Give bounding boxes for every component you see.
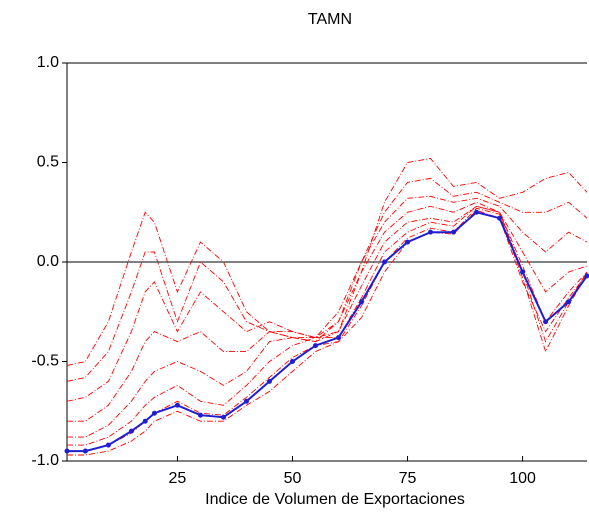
point — [474, 209, 480, 215]
point — [428, 229, 434, 235]
x-tick-label: 75 — [399, 470, 417, 487]
point — [382, 259, 388, 265]
y-tick-label: -1.0 — [31, 452, 59, 469]
point — [243, 398, 249, 404]
x-tick-label: 50 — [284, 470, 302, 487]
x-tick-label: 100 — [509, 470, 536, 487]
point — [82, 448, 88, 454]
point — [497, 215, 503, 221]
x-tick-label: 25 — [169, 470, 187, 487]
point — [312, 343, 318, 349]
series-line — [67, 211, 588, 453]
series-line — [67, 201, 588, 422]
y-tick-label: -0.5 — [31, 353, 59, 370]
point — [336, 335, 342, 341]
point — [405, 239, 411, 245]
point — [174, 402, 180, 408]
point — [543, 319, 549, 325]
y-tick-label: 0.0 — [37, 253, 59, 270]
series-line — [67, 205, 588, 438]
chart-title: TAMN — [308, 11, 352, 28]
point — [142, 418, 148, 424]
point — [128, 428, 134, 434]
point — [566, 299, 572, 305]
point — [64, 448, 70, 454]
point — [584, 273, 589, 279]
series-line — [66, 195, 588, 402]
y-tick-label: 1.0 — [37, 54, 59, 71]
y-tick-label: 0.5 — [37, 154, 59, 171]
x-axis-label: Indice de Volumen de Exportaciones — [205, 491, 465, 508]
point — [451, 229, 457, 235]
point — [266, 378, 272, 384]
point — [105, 442, 111, 448]
point — [197, 412, 203, 418]
point — [359, 299, 365, 305]
series-line — [67, 209, 588, 456]
point — [220, 414, 226, 420]
point — [289, 359, 295, 364]
series-line — [67, 205, 588, 446]
point — [520, 269, 526, 275]
series-line — [67, 207, 588, 452]
point — [151, 410, 157, 416]
series-line — [66, 177, 588, 382]
